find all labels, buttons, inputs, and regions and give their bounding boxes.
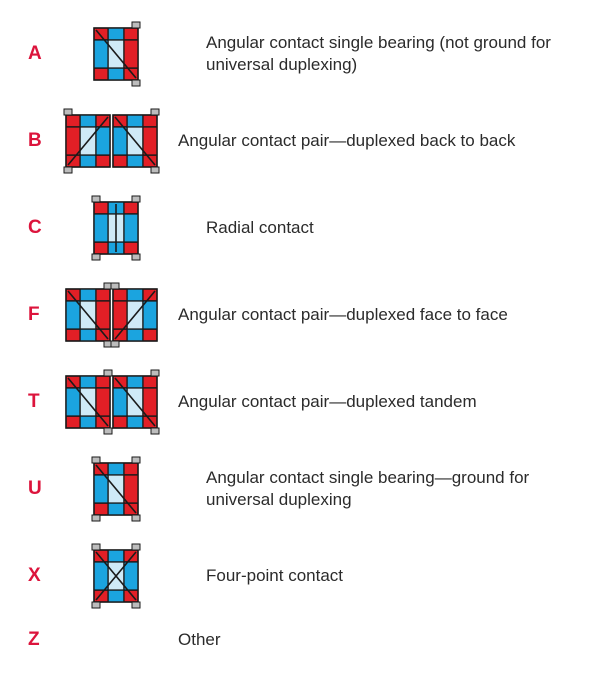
bearing-description: Radial contact <box>206 217 572 239</box>
legend-row: A Angular contact single bearing (not gro… <box>28 20 572 88</box>
bearing-description: Angular contact pair—duplexed back to ba… <box>178 130 572 152</box>
legend-row: C Radial contact <box>28 194 572 262</box>
bearing-code: A <box>28 43 58 65</box>
bearing-description: Four-point contact <box>206 565 572 587</box>
bearing-code: T <box>28 391 58 413</box>
legend-row: T Angular contact pair—duplexed tandem <box>28 368 572 436</box>
legend-row: F Angular contact pair—duplexed face to f… <box>28 281 572 349</box>
bearing-icon-cell <box>58 20 206 88</box>
bearing-code: C <box>28 217 58 239</box>
bearing-icon-cell <box>58 368 178 436</box>
bearing-icon <box>58 107 165 175</box>
bearing-code: F <box>28 304 58 326</box>
bearing-code: X <box>28 565 58 587</box>
bearing-code: Z <box>28 629 58 651</box>
bearing-description: Angular contact single bearing—ground fo… <box>206 467 572 511</box>
bearing-description: Angular contact pair—duplexed face to fa… <box>178 304 572 326</box>
bearing-icon-cell <box>58 455 206 523</box>
bearing-icon-cell <box>58 281 178 349</box>
bearing-code: B <box>28 130 58 152</box>
bearing-icon-cell <box>58 107 178 175</box>
legend-row: U Angular contact single bearing—ground f… <box>28 455 572 523</box>
legend-row: B Angular contact pair—duplexed back to b… <box>28 107 572 175</box>
bearing-type-legend: A Angular contact single bearing (not gro… <box>0 0 600 690</box>
legend-row: Z Other <box>28 629 572 651</box>
bearing-description: Other <box>178 629 572 651</box>
bearing-icon <box>86 20 146 88</box>
bearing-code: U <box>28 478 58 500</box>
bearing-icon <box>58 368 165 436</box>
bearing-icon <box>86 194 146 262</box>
bearing-icon <box>86 455 146 523</box>
bearing-description: Angular contact single bearing (not grou… <box>206 32 572 76</box>
bearing-icon-cell <box>58 194 206 262</box>
bearing-description: Angular contact pair—duplexed tandem <box>178 391 572 413</box>
bearing-icon <box>58 281 165 349</box>
